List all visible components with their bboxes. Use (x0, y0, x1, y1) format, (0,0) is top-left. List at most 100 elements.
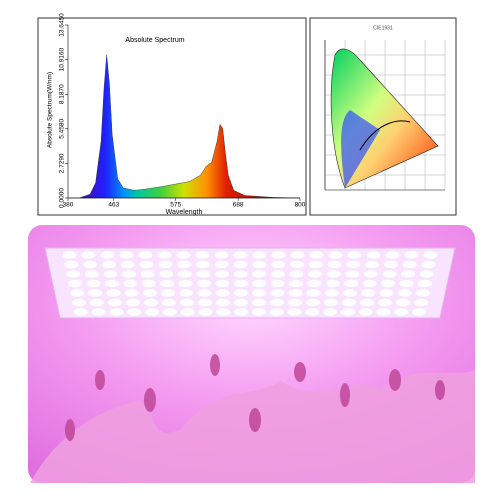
led (340, 308, 355, 316)
led (103, 270, 118, 278)
led (216, 298, 230, 307)
led (287, 308, 302, 316)
led (365, 260, 380, 269)
led (419, 270, 434, 278)
led (252, 270, 267, 278)
led (140, 270, 155, 278)
spectrum-frame (37, 17, 307, 216)
led (344, 279, 359, 288)
led (290, 260, 304, 269)
led (324, 298, 338, 307)
led (271, 260, 286, 269)
led (305, 308, 320, 316)
x-axis-label: Wavelength (166, 209, 203, 216)
led (84, 270, 99, 278)
led (385, 251, 400, 259)
led (252, 251, 267, 259)
led (382, 270, 397, 278)
led (270, 270, 285, 278)
led (124, 289, 139, 297)
led (159, 270, 174, 278)
x-tick-label: 800 (295, 202, 306, 209)
led (102, 260, 116, 269)
led (123, 279, 138, 288)
led (198, 308, 213, 316)
chart-title: Absolute Spectrum (125, 37, 184, 44)
led (252, 298, 266, 307)
led (289, 270, 304, 278)
led (252, 260, 267, 269)
led (139, 260, 154, 269)
led (363, 270, 378, 278)
led (106, 289, 121, 297)
led (195, 251, 210, 259)
led (233, 270, 248, 278)
led (361, 289, 376, 297)
led (91, 308, 106, 316)
led (270, 289, 285, 297)
led (412, 308, 427, 316)
led (196, 260, 210, 269)
led (62, 251, 77, 259)
y-tick-label: 2.7290 (59, 153, 66, 173)
led (126, 298, 140, 307)
led (325, 279, 340, 288)
led (233, 279, 248, 288)
led (289, 279, 303, 288)
cie-title: CIE1931 (373, 25, 393, 31)
cie-diagram: CIE1931 (324, 25, 446, 191)
led (306, 289, 321, 297)
led (345, 270, 360, 278)
led (309, 251, 324, 259)
led (81, 251, 96, 259)
led (414, 298, 428, 307)
led (215, 270, 230, 278)
led (401, 270, 416, 278)
led (66, 270, 81, 278)
led (323, 308, 338, 316)
led (161, 289, 176, 297)
led (271, 251, 286, 259)
led (378, 298, 392, 307)
led (308, 270, 323, 278)
led (343, 289, 358, 297)
led (233, 251, 248, 259)
led (269, 308, 284, 316)
led (88, 289, 103, 297)
led (177, 260, 192, 269)
led (376, 308, 391, 316)
led (347, 251, 362, 259)
x-tick-label: 380 (63, 202, 74, 209)
led (251, 308, 266, 316)
led (342, 298, 356, 307)
led (421, 260, 436, 269)
spectrum-area (68, 54, 301, 199)
led (162, 308, 177, 316)
x-tick-label: 463 (108, 202, 119, 209)
led (162, 298, 176, 307)
y-tick-label: 10.9160 (59, 47, 66, 71)
led (157, 251, 172, 259)
led (215, 279, 230, 288)
led (399, 279, 414, 288)
x-tick-label: 688 (233, 202, 244, 209)
led (160, 279, 175, 288)
spectrum-chart: Absolute Spectrum Wavelength Absolute Sp… (47, 13, 306, 216)
led (415, 289, 430, 297)
led (73, 308, 88, 316)
led (119, 251, 134, 259)
led (324, 289, 339, 297)
led (72, 298, 86, 307)
x-tick-label: 575 (170, 202, 181, 209)
led (326, 270, 341, 278)
led (197, 289, 212, 297)
led (177, 270, 192, 278)
led (234, 298, 248, 307)
led (215, 289, 230, 297)
led (178, 279, 193, 288)
led (141, 279, 156, 288)
led (394, 308, 409, 316)
led (100, 251, 115, 259)
led (270, 298, 284, 307)
